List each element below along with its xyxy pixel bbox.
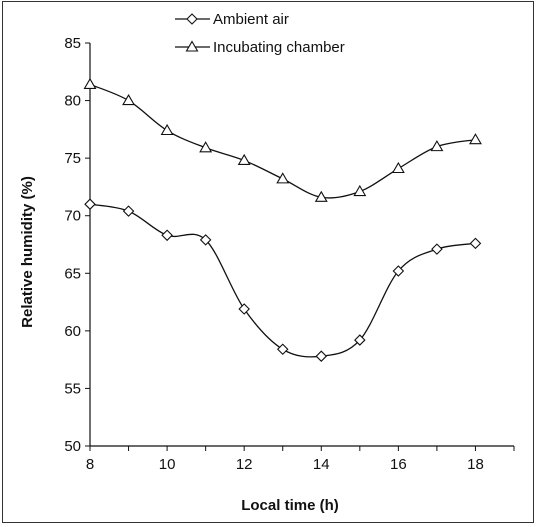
x-axis-title: Local time (h) <box>241 497 339 514</box>
data-point <box>199 141 213 153</box>
data-point <box>83 77 97 90</box>
y-tick-label: 55 <box>64 380 81 397</box>
data-point <box>314 190 328 202</box>
y-tick-label: 75 <box>64 150 81 167</box>
data-point <box>276 343 289 356</box>
data-point <box>160 123 174 136</box>
data-point <box>431 243 443 255</box>
y-axis-title: Relative humidity (%) <box>19 176 36 328</box>
y-axis-ticks: 50 55 60 65 70 75 80 85 <box>64 35 90 455</box>
legend-marker <box>185 40 199 52</box>
data-point <box>238 303 250 315</box>
x-tick-label: 12 <box>236 456 253 473</box>
data-point <box>276 172 290 184</box>
axes <box>89 43 514 447</box>
y-tick-label: 60 <box>64 323 81 340</box>
legend-marker <box>186 13 198 25</box>
x-tick-label: 8 <box>86 456 94 473</box>
x-tick-label: 16 <box>390 456 407 473</box>
data-point <box>84 198 96 210</box>
y-tick-label: 85 <box>64 35 81 52</box>
legend-label: Ambient air <box>213 11 289 28</box>
chart-frame <box>2 1 534 523</box>
series-layer <box>83 77 482 362</box>
data-point <box>430 140 444 152</box>
data-point <box>392 265 405 277</box>
x-axis-ticks: 8 10 12 14 16 18 <box>86 446 515 473</box>
data-point <box>122 93 135 106</box>
y-tick-label: 80 <box>64 93 81 110</box>
legend: Ambient air Incubating chamber <box>175 11 345 56</box>
data-point <box>122 205 135 217</box>
legend-label: Incubating chamber <box>213 39 345 56</box>
x-tick-label: 18 <box>467 456 484 473</box>
y-tick-label: 50 <box>64 438 81 455</box>
data-point <box>315 350 328 362</box>
x-tick-label: 10 <box>159 456 176 473</box>
data-point <box>469 237 482 250</box>
data-point <box>354 334 366 346</box>
data-point <box>469 133 482 145</box>
series-incubating-chamber <box>83 77 482 202</box>
data-point <box>161 229 173 242</box>
y-tick-label: 65 <box>64 265 81 282</box>
series-line <box>89 203 476 358</box>
data-point <box>353 184 367 197</box>
data-point <box>199 234 212 246</box>
series-ambient-air <box>84 198 482 362</box>
x-tick-label: 14 <box>313 456 330 473</box>
y-tick-label: 70 <box>64 208 81 225</box>
data-point <box>391 161 405 174</box>
data-point <box>237 153 251 165</box>
